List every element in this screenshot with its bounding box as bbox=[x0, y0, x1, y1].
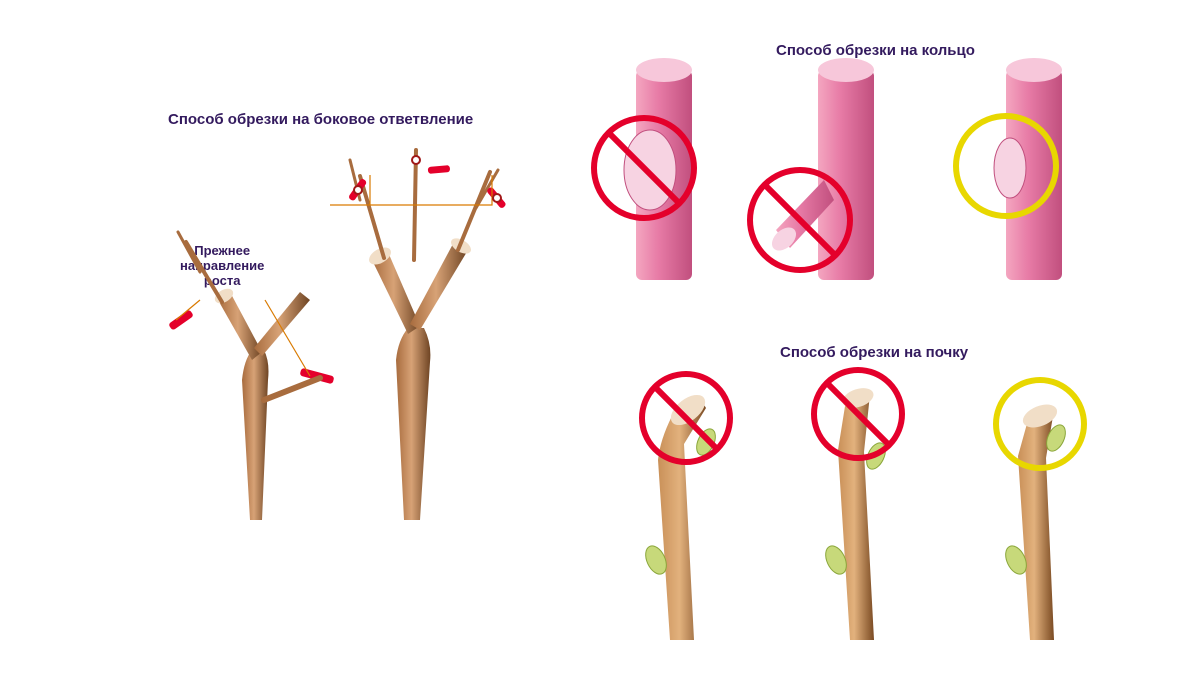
bud-item-3 bbox=[996, 380, 1084, 640]
diagram-canvas: Способ обрезки на боковое ответвление Пр… bbox=[0, 0, 1200, 675]
bud-item-2 bbox=[814, 370, 902, 640]
bud-item-1 bbox=[642, 374, 730, 640]
bud-illustration bbox=[0, 0, 1200, 675]
